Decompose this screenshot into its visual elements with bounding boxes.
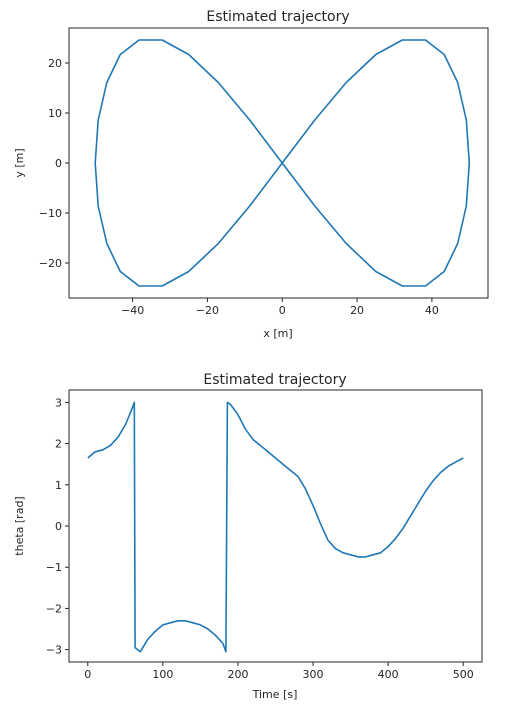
y-tick-label: 2 bbox=[55, 438, 62, 451]
x-tick-label: 200 bbox=[227, 668, 248, 681]
y-tick-label: 0 bbox=[55, 157, 62, 170]
y-ticks: −3 −2 −1 0 1 2 3 bbox=[46, 396, 69, 657]
y-tick-label: −2 bbox=[46, 602, 62, 615]
plot-area bbox=[68, 27, 489, 299]
chart-title: Estimated trajectory bbox=[203, 372, 346, 388]
axes-frame bbox=[68, 27, 489, 299]
axes-frame bbox=[68, 389, 483, 663]
y-tick-label: 0 bbox=[55, 520, 62, 533]
series-group bbox=[94, 39, 471, 287]
series-line bbox=[87, 401, 464, 653]
x-tick-label: 0 bbox=[279, 304, 286, 317]
x-ticks: −40 −20 0 20 40 bbox=[121, 298, 439, 317]
x-tick-label: 40 bbox=[425, 304, 439, 317]
theta-time-chart: Estimated trajectory Time [s] theta [rad… bbox=[13, 372, 483, 701]
y-tick-label: 20 bbox=[48, 57, 62, 70]
x-tick-label: 300 bbox=[303, 668, 324, 681]
x-tick-label: 500 bbox=[453, 668, 474, 681]
chart-title: Estimated trajectory bbox=[206, 9, 349, 25]
y-tick-label: −3 bbox=[46, 644, 62, 657]
trajectory-xy-chart: Estimated trajectory x [m] y [m] −40 −20 0… bbox=[13, 9, 489, 340]
x-axis-label: Time [s] bbox=[252, 688, 298, 701]
x-tick-label: 100 bbox=[152, 668, 173, 681]
x-tick-label: −20 bbox=[196, 304, 219, 317]
x-tick-label: 400 bbox=[378, 668, 399, 681]
x-ticks: 0 100 200 300 400 500 bbox=[84, 662, 474, 681]
series-line bbox=[94, 39, 471, 287]
x-axis-label: x [m] bbox=[263, 327, 292, 340]
y-axis-label: y [m] bbox=[13, 148, 26, 177]
x-tick-label: 20 bbox=[350, 304, 364, 317]
y-tick-label: −1 bbox=[46, 561, 62, 574]
y-axis-label: theta [rad] bbox=[13, 496, 26, 555]
y-tick-label: 3 bbox=[55, 396, 62, 409]
y-ticks: −20 −10 0 10 20 bbox=[39, 57, 69, 270]
x-tick-label: −40 bbox=[121, 304, 144, 317]
x-tick-label: 0 bbox=[84, 668, 91, 681]
y-tick-label: −10 bbox=[39, 207, 62, 220]
y-tick-label: 1 bbox=[55, 479, 62, 492]
y-tick-label: 10 bbox=[48, 107, 62, 120]
series-group bbox=[87, 401, 464, 653]
y-tick-label: −20 bbox=[39, 257, 62, 270]
